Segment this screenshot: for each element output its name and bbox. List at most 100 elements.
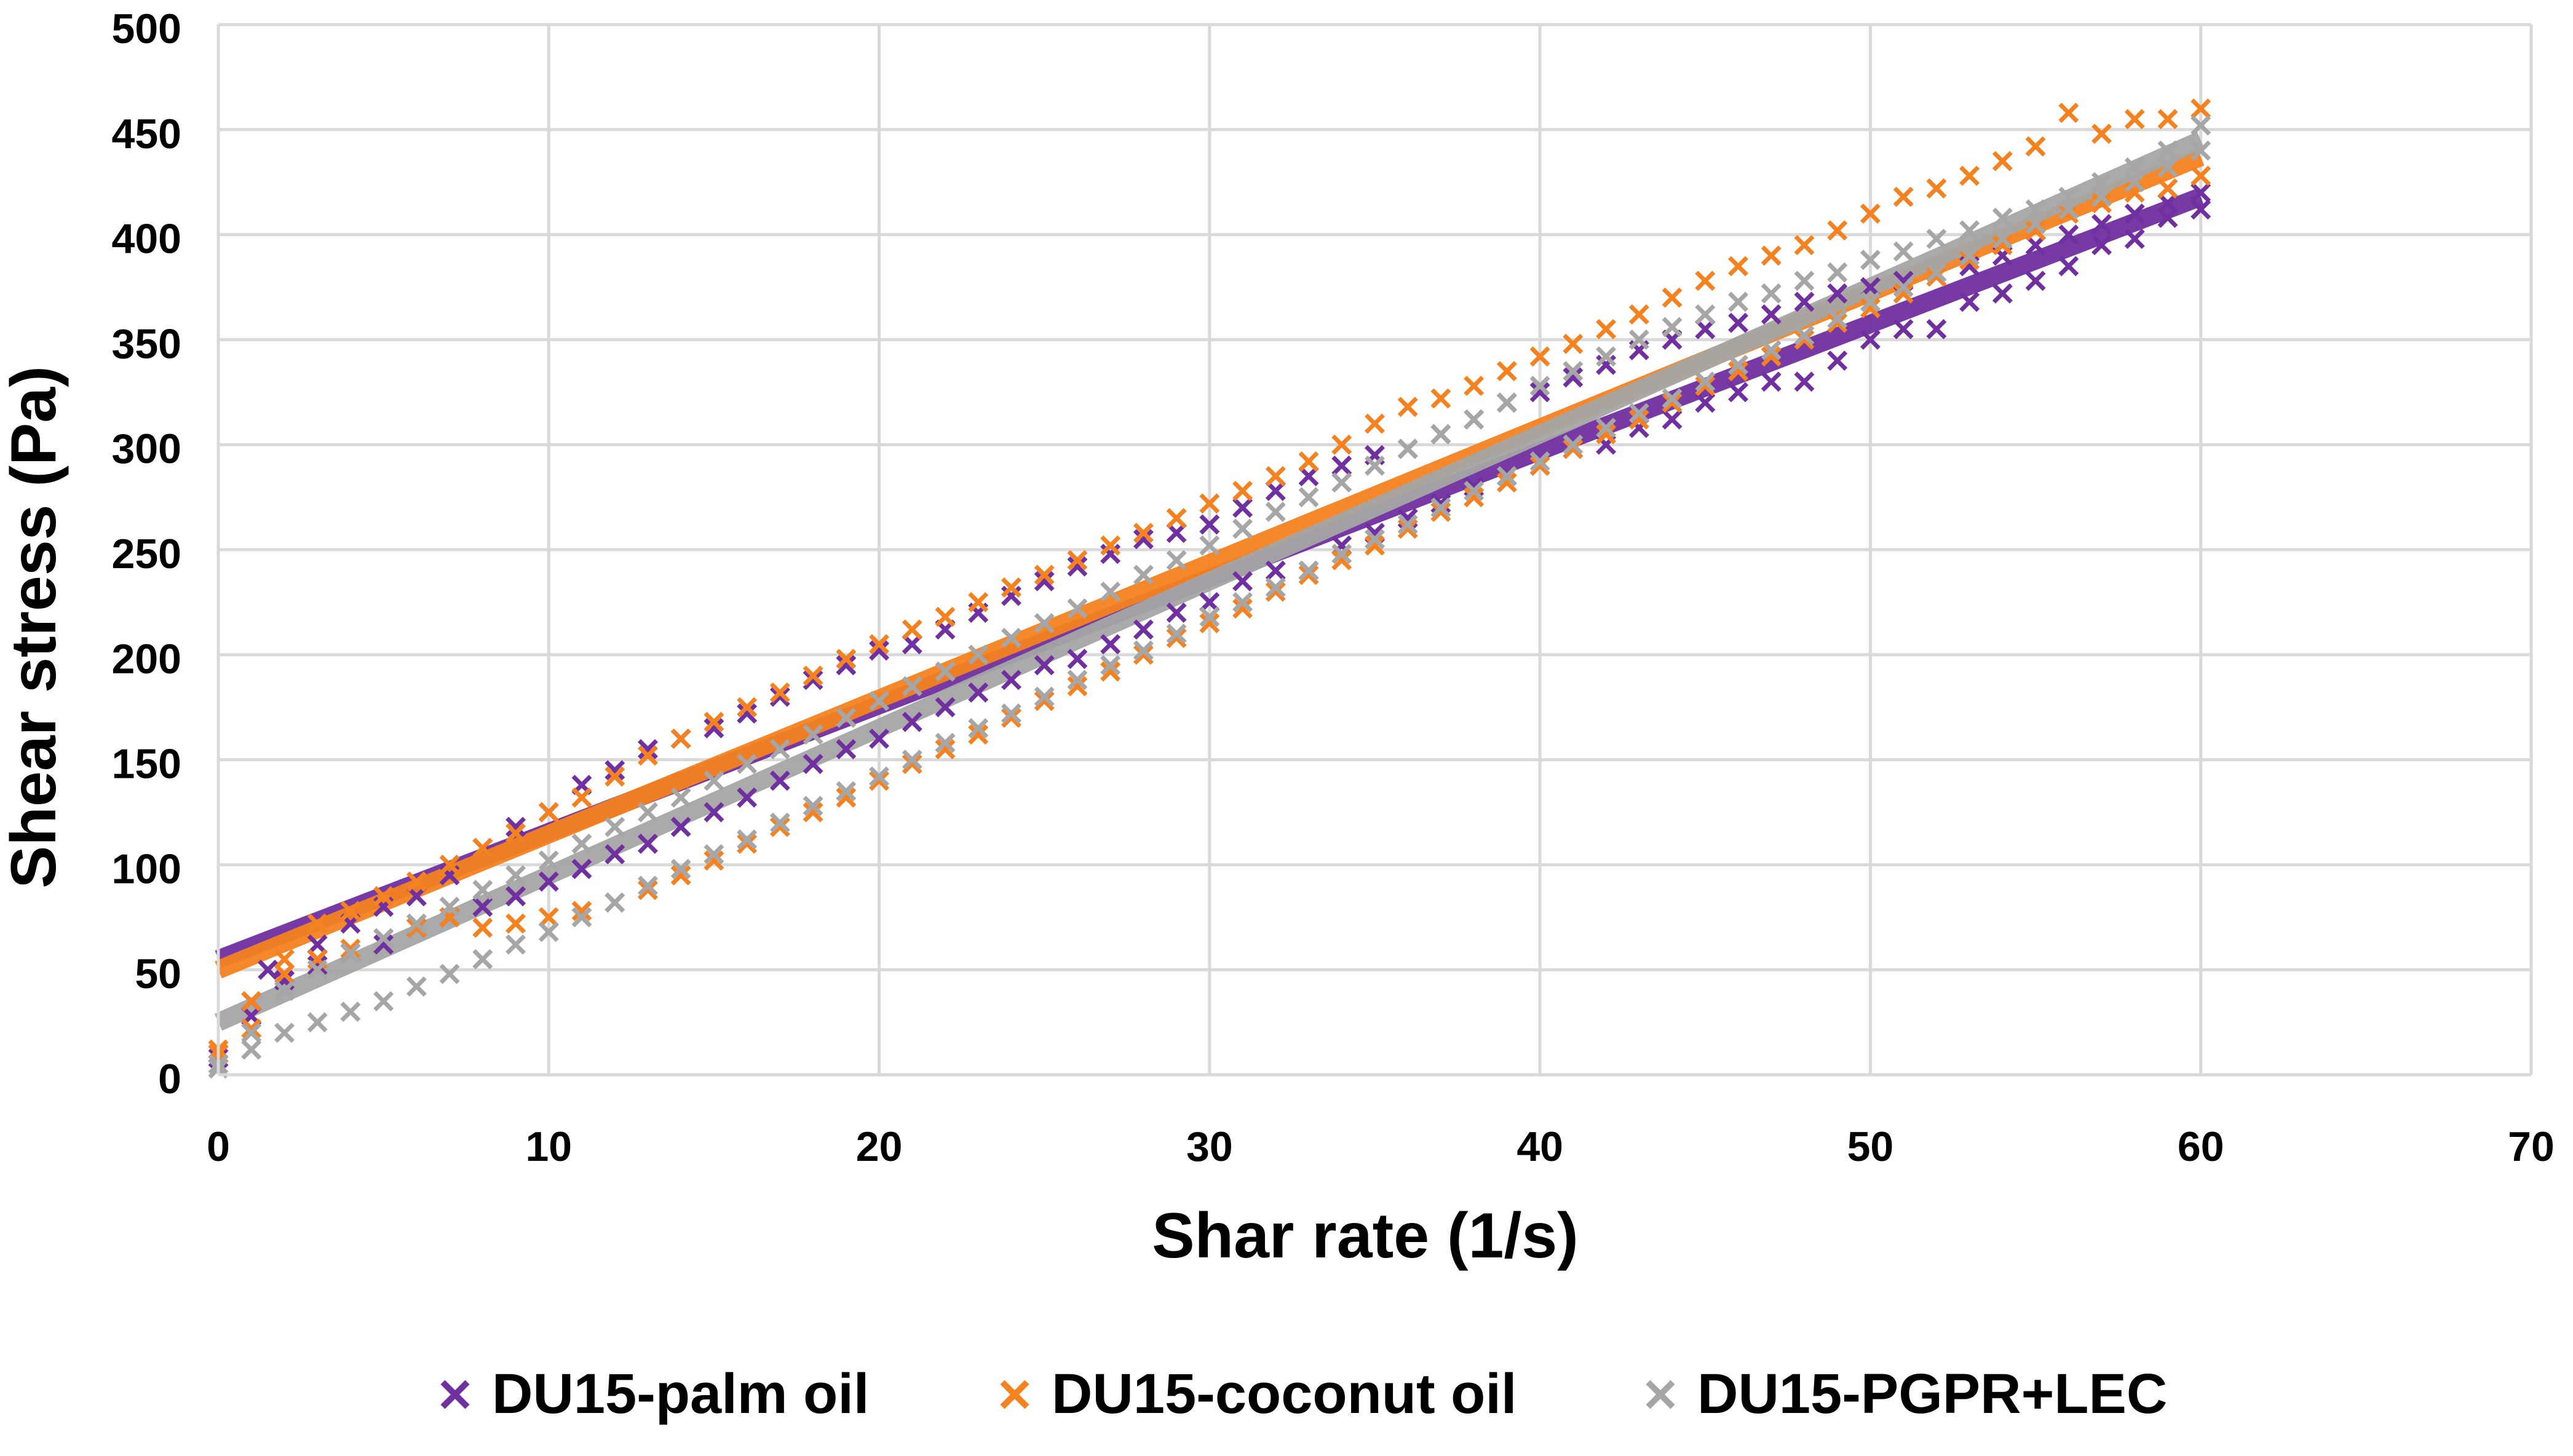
data-point xyxy=(1794,235,1815,256)
y-tick-label: 350 xyxy=(112,320,181,367)
legend-entry: DU15-coconut oil xyxy=(1000,1363,1516,1425)
x-axis-label: Shar rate (1/s) xyxy=(1152,1200,1579,1272)
data-point xyxy=(406,976,427,997)
data-point xyxy=(968,644,989,665)
data-point xyxy=(1992,207,2013,228)
data-point xyxy=(571,858,592,879)
data-point xyxy=(1034,571,1055,592)
data-point xyxy=(1001,703,1021,724)
data-point xyxy=(2190,165,2211,186)
data-point xyxy=(1761,371,1782,392)
data-point xyxy=(1959,291,1980,312)
data-point xyxy=(1331,455,1352,476)
y-tick-label: 400 xyxy=(112,216,181,263)
data-point xyxy=(803,753,823,774)
data-point xyxy=(902,750,922,770)
data-point xyxy=(1761,245,1782,266)
x-tick-label: 20 xyxy=(856,1123,903,1170)
data-point xyxy=(1529,451,1550,472)
legend-label: DU15-coconut oil xyxy=(1052,1363,1516,1425)
data-point xyxy=(439,896,460,917)
legend-entry: DU15-palm oil xyxy=(440,1363,869,1425)
data-point xyxy=(836,787,857,808)
data-point xyxy=(472,949,493,970)
data-point xyxy=(1496,361,1517,382)
data-point xyxy=(1926,262,1947,283)
data-point xyxy=(1695,392,1716,413)
data-point xyxy=(1662,392,1683,413)
data-point xyxy=(1100,581,1121,602)
data-point xyxy=(1232,480,1253,501)
data-point xyxy=(605,892,625,913)
data-point xyxy=(1496,392,1517,413)
data-point xyxy=(2157,192,2178,213)
data-point xyxy=(1397,438,1418,459)
data-point xyxy=(1001,627,1021,648)
data-point xyxy=(274,949,295,970)
data-point xyxy=(2025,214,2046,234)
data-point xyxy=(2091,214,2112,234)
data-point xyxy=(1365,529,1385,550)
data-point xyxy=(704,802,724,823)
data-point xyxy=(1166,508,1187,529)
data-point xyxy=(1893,318,1914,339)
data-point xyxy=(258,959,279,980)
data-point xyxy=(1067,676,1088,697)
data-point xyxy=(505,913,526,934)
data-point xyxy=(737,829,758,850)
data-point xyxy=(769,812,790,833)
data-points xyxy=(208,98,2211,1079)
data-point xyxy=(902,753,922,774)
data-point xyxy=(1596,354,1617,375)
data-point xyxy=(1596,318,1617,339)
data-point xyxy=(1034,686,1055,707)
data-point xyxy=(869,728,890,749)
data-point xyxy=(538,922,559,943)
data-point xyxy=(769,817,790,837)
data-point xyxy=(1001,670,1021,690)
data-point xyxy=(704,850,724,871)
data-point xyxy=(1199,606,1220,627)
data-point xyxy=(1331,535,1352,556)
data-point xyxy=(1662,409,1683,430)
x-tick-label: 50 xyxy=(1847,1123,1894,1170)
data-point xyxy=(2124,157,2145,178)
data-point xyxy=(605,760,625,781)
data-point xyxy=(769,686,790,707)
data-point xyxy=(2124,109,2145,130)
y-tick-label: 0 xyxy=(158,1056,181,1102)
data-point xyxy=(670,787,691,808)
data-point xyxy=(1034,690,1055,711)
data-point xyxy=(1133,523,1154,544)
y-tick-label: 300 xyxy=(112,425,181,472)
data-point xyxy=(505,823,526,844)
data-point xyxy=(1860,250,1881,271)
data-point xyxy=(1563,333,1584,354)
data-point xyxy=(1001,577,1021,598)
x-tick-label: 40 xyxy=(1516,1123,1563,1170)
data-point xyxy=(2190,115,2211,136)
data-point xyxy=(1464,480,1485,501)
grid xyxy=(218,23,2533,1075)
data-point xyxy=(869,690,890,711)
data-point xyxy=(1695,271,1716,291)
data-point xyxy=(637,739,658,759)
data-point xyxy=(836,655,857,676)
data-point xyxy=(241,1018,262,1039)
data-point xyxy=(704,844,724,865)
legend-marker xyxy=(440,1380,470,1409)
data-point xyxy=(1596,417,1617,438)
data-point xyxy=(307,1012,328,1033)
data-point xyxy=(737,787,758,808)
data-point xyxy=(571,901,592,922)
data-point xyxy=(1067,649,1088,670)
data-point xyxy=(340,1002,361,1022)
data-point xyxy=(2157,140,2178,161)
data-point xyxy=(968,724,989,745)
data-point xyxy=(538,802,559,823)
data-point xyxy=(2157,207,2178,228)
data-point xyxy=(373,886,394,907)
data-point xyxy=(1728,291,1748,312)
data-point xyxy=(637,802,658,823)
data-point xyxy=(1166,523,1187,544)
